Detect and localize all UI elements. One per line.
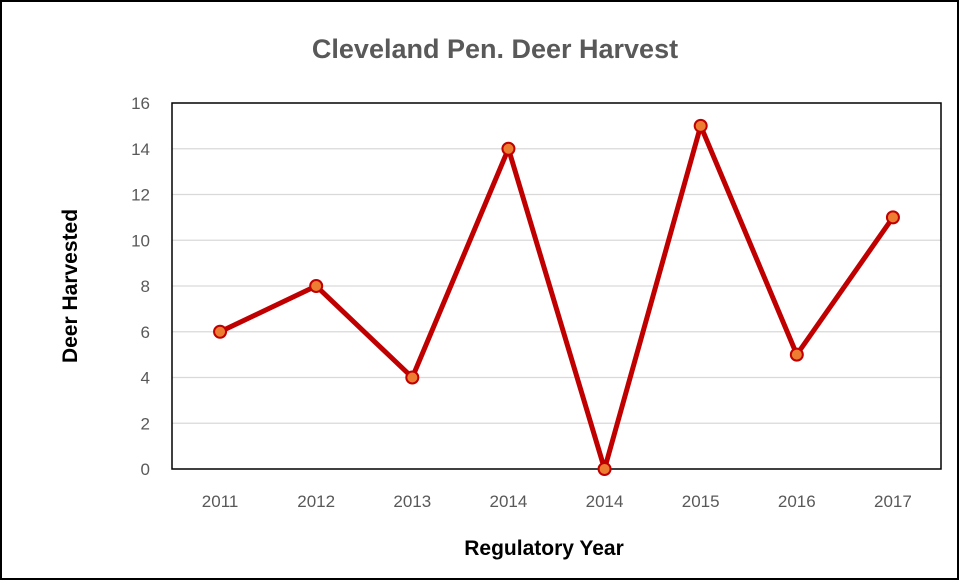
y-tick-label: 14: [131, 140, 150, 159]
y-tick-label: 16: [131, 94, 150, 113]
y-tick-label: 8: [141, 277, 150, 296]
data-point: [597, 462, 612, 476]
series-group: [213, 118, 900, 476]
data-point: [501, 141, 516, 156]
y-tick-label: 2: [141, 414, 150, 433]
x-axis-ticks: 2011 2012 2013 2014 2014 2015 2016 2017: [202, 492, 912, 511]
data-point: [693, 118, 708, 133]
y-tick-label: 12: [131, 186, 150, 205]
x-tick-label: 2012: [297, 492, 335, 511]
x-tick-label: 2011: [202, 492, 239, 511]
series-line: [217, 123, 896, 472]
y-tick-label: 10: [131, 231, 150, 250]
chart-title: Cleveland Pen. Deer Harvest: [312, 34, 678, 64]
data-point: [885, 210, 900, 225]
data-point: [213, 324, 228, 339]
x-tick-label: 2014: [586, 492, 624, 511]
gridlines: [172, 148, 941, 424]
x-tick-label: 2014: [490, 492, 528, 511]
data-point: [405, 370, 420, 385]
y-axis-title: Deer Harvested: [59, 209, 82, 363]
y-axis-ticks: 0 2 4 6 8 10 12 14 16: [131, 94, 150, 479]
x-tick-label: 2016: [778, 492, 816, 511]
x-tick-label: 2013: [393, 492, 431, 511]
y-tick-label: 4: [141, 369, 150, 388]
x-tick-label: 2017: [874, 492, 912, 511]
y-tick-label: 0: [141, 460, 150, 479]
y-tick-label: 6: [141, 323, 150, 342]
plot-area-border: [171, 102, 942, 470]
data-point: [789, 347, 804, 362]
x-axis-title: Regulatory Year: [464, 537, 624, 560]
x-tick-label: 2015: [682, 492, 720, 511]
data-point: [309, 279, 324, 293]
